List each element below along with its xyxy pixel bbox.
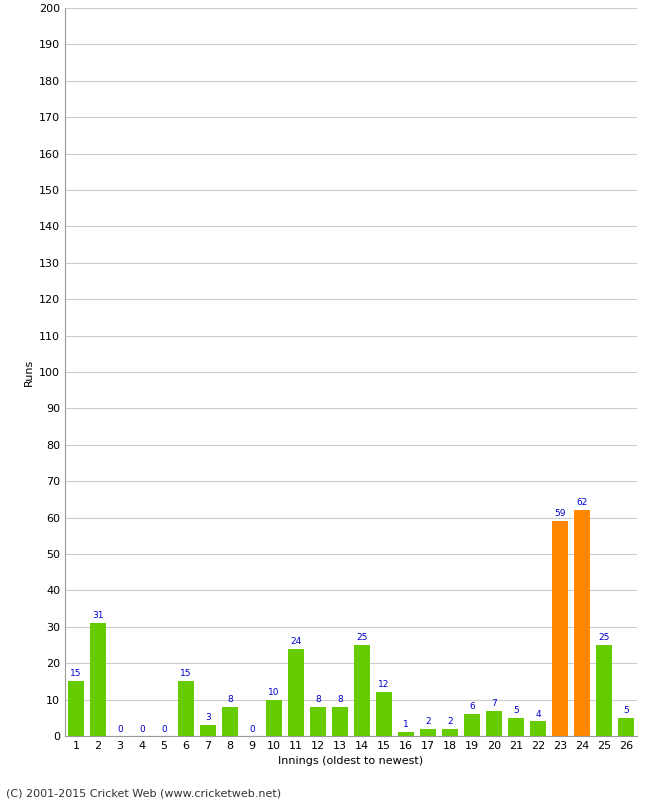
Text: 10: 10 bbox=[268, 688, 280, 697]
Bar bbox=[596, 645, 612, 736]
Text: 1: 1 bbox=[403, 721, 409, 730]
Y-axis label: Runs: Runs bbox=[23, 358, 33, 386]
Text: 12: 12 bbox=[378, 681, 390, 690]
Text: (C) 2001-2015 Cricket Web (www.cricketweb.net): (C) 2001-2015 Cricket Web (www.cricketwe… bbox=[6, 788, 281, 798]
Text: 24: 24 bbox=[291, 637, 302, 646]
Text: 59: 59 bbox=[554, 510, 565, 518]
Text: 0: 0 bbox=[161, 725, 167, 734]
Bar bbox=[508, 718, 524, 736]
Bar bbox=[398, 732, 413, 736]
Text: 8: 8 bbox=[227, 695, 233, 704]
Bar bbox=[575, 510, 590, 736]
Bar bbox=[442, 729, 458, 736]
Bar bbox=[486, 710, 502, 736]
Text: 8: 8 bbox=[337, 695, 343, 704]
Text: 0: 0 bbox=[117, 725, 123, 734]
Bar bbox=[68, 682, 84, 736]
Text: 8: 8 bbox=[315, 695, 321, 704]
Bar bbox=[464, 714, 480, 736]
Text: 15: 15 bbox=[180, 670, 192, 678]
X-axis label: Innings (oldest to newest): Innings (oldest to newest) bbox=[278, 757, 424, 766]
Bar bbox=[310, 707, 326, 736]
Text: 0: 0 bbox=[139, 725, 145, 734]
Bar bbox=[289, 649, 304, 736]
Bar bbox=[200, 725, 216, 736]
Text: 15: 15 bbox=[70, 670, 82, 678]
Text: 31: 31 bbox=[92, 611, 104, 620]
Bar bbox=[332, 707, 348, 736]
Bar bbox=[222, 707, 238, 736]
Bar bbox=[266, 699, 281, 736]
Text: 6: 6 bbox=[469, 702, 475, 711]
Bar bbox=[552, 522, 567, 736]
Text: 7: 7 bbox=[491, 698, 497, 708]
Bar bbox=[178, 682, 194, 736]
Text: 25: 25 bbox=[598, 633, 610, 642]
Bar bbox=[354, 645, 370, 736]
Bar bbox=[376, 692, 392, 736]
Text: 2: 2 bbox=[447, 717, 453, 726]
Bar bbox=[618, 718, 634, 736]
Text: 4: 4 bbox=[535, 710, 541, 718]
Text: 62: 62 bbox=[577, 498, 588, 507]
Bar bbox=[90, 623, 106, 736]
Text: 0: 0 bbox=[249, 725, 255, 734]
Text: 3: 3 bbox=[205, 713, 211, 722]
Text: 2: 2 bbox=[425, 717, 431, 726]
Text: 25: 25 bbox=[356, 633, 368, 642]
Bar bbox=[421, 729, 436, 736]
Text: 5: 5 bbox=[513, 706, 519, 715]
Bar bbox=[530, 722, 546, 736]
Text: 5: 5 bbox=[623, 706, 629, 715]
